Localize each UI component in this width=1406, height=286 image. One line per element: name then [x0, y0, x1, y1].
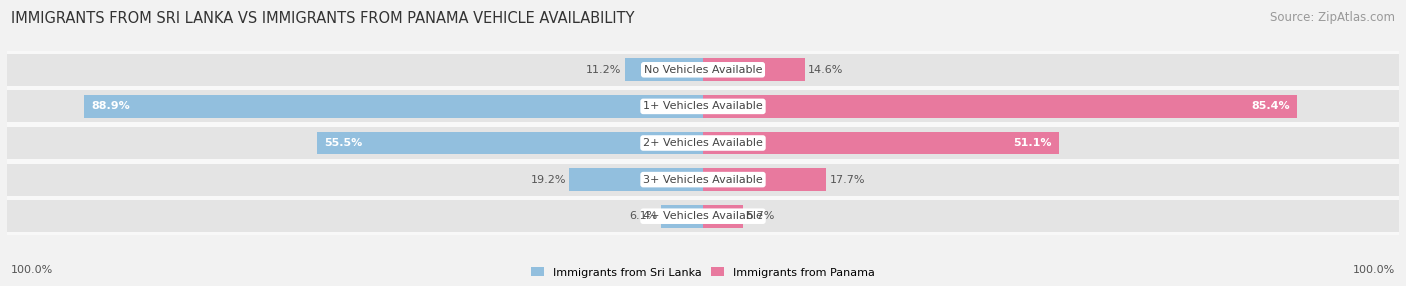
- Text: 5.7%: 5.7%: [747, 211, 775, 221]
- Text: 85.4%: 85.4%: [1251, 102, 1291, 111]
- Text: 100.0%: 100.0%: [11, 265, 53, 275]
- Bar: [661, 205, 703, 228]
- Text: Source: ZipAtlas.com: Source: ZipAtlas.com: [1270, 11, 1395, 24]
- Bar: [626, 58, 703, 81]
- Text: 3+ Vehicles Available: 3+ Vehicles Available: [643, 175, 763, 184]
- Bar: [569, 168, 703, 191]
- Text: 1+ Vehicles Available: 1+ Vehicles Available: [643, 102, 763, 111]
- Bar: [7, 198, 1399, 235]
- Bar: [7, 164, 1399, 196]
- Text: 51.1%: 51.1%: [1014, 138, 1052, 148]
- Text: 88.9%: 88.9%: [91, 102, 129, 111]
- Bar: [7, 161, 1399, 198]
- Text: 2+ Vehicles Available: 2+ Vehicles Available: [643, 138, 763, 148]
- Bar: [703, 132, 1059, 154]
- Text: 17.7%: 17.7%: [830, 175, 865, 184]
- Bar: [7, 54, 1399, 86]
- Bar: [7, 88, 1399, 125]
- Bar: [84, 95, 703, 118]
- Bar: [7, 127, 1399, 159]
- Bar: [7, 125, 1399, 161]
- Bar: [703, 168, 827, 191]
- Text: 100.0%: 100.0%: [1353, 265, 1395, 275]
- Text: 19.2%: 19.2%: [530, 175, 565, 184]
- Bar: [7, 51, 1399, 88]
- Bar: [316, 132, 703, 154]
- Text: 4+ Vehicles Available: 4+ Vehicles Available: [643, 211, 763, 221]
- Bar: [7, 200, 1399, 232]
- Text: 14.6%: 14.6%: [808, 65, 844, 75]
- Bar: [703, 205, 742, 228]
- Legend: Immigrants from Sri Lanka, Immigrants from Panama: Immigrants from Sri Lanka, Immigrants fr…: [531, 267, 875, 278]
- Text: 11.2%: 11.2%: [586, 65, 621, 75]
- Bar: [703, 95, 1298, 118]
- Text: IMMIGRANTS FROM SRI LANKA VS IMMIGRANTS FROM PANAMA VEHICLE AVAILABILITY: IMMIGRANTS FROM SRI LANKA VS IMMIGRANTS …: [11, 11, 634, 26]
- Text: No Vehicles Available: No Vehicles Available: [644, 65, 762, 75]
- Bar: [703, 58, 804, 81]
- Text: 55.5%: 55.5%: [323, 138, 361, 148]
- Bar: [7, 90, 1399, 122]
- Text: 6.1%: 6.1%: [628, 211, 657, 221]
